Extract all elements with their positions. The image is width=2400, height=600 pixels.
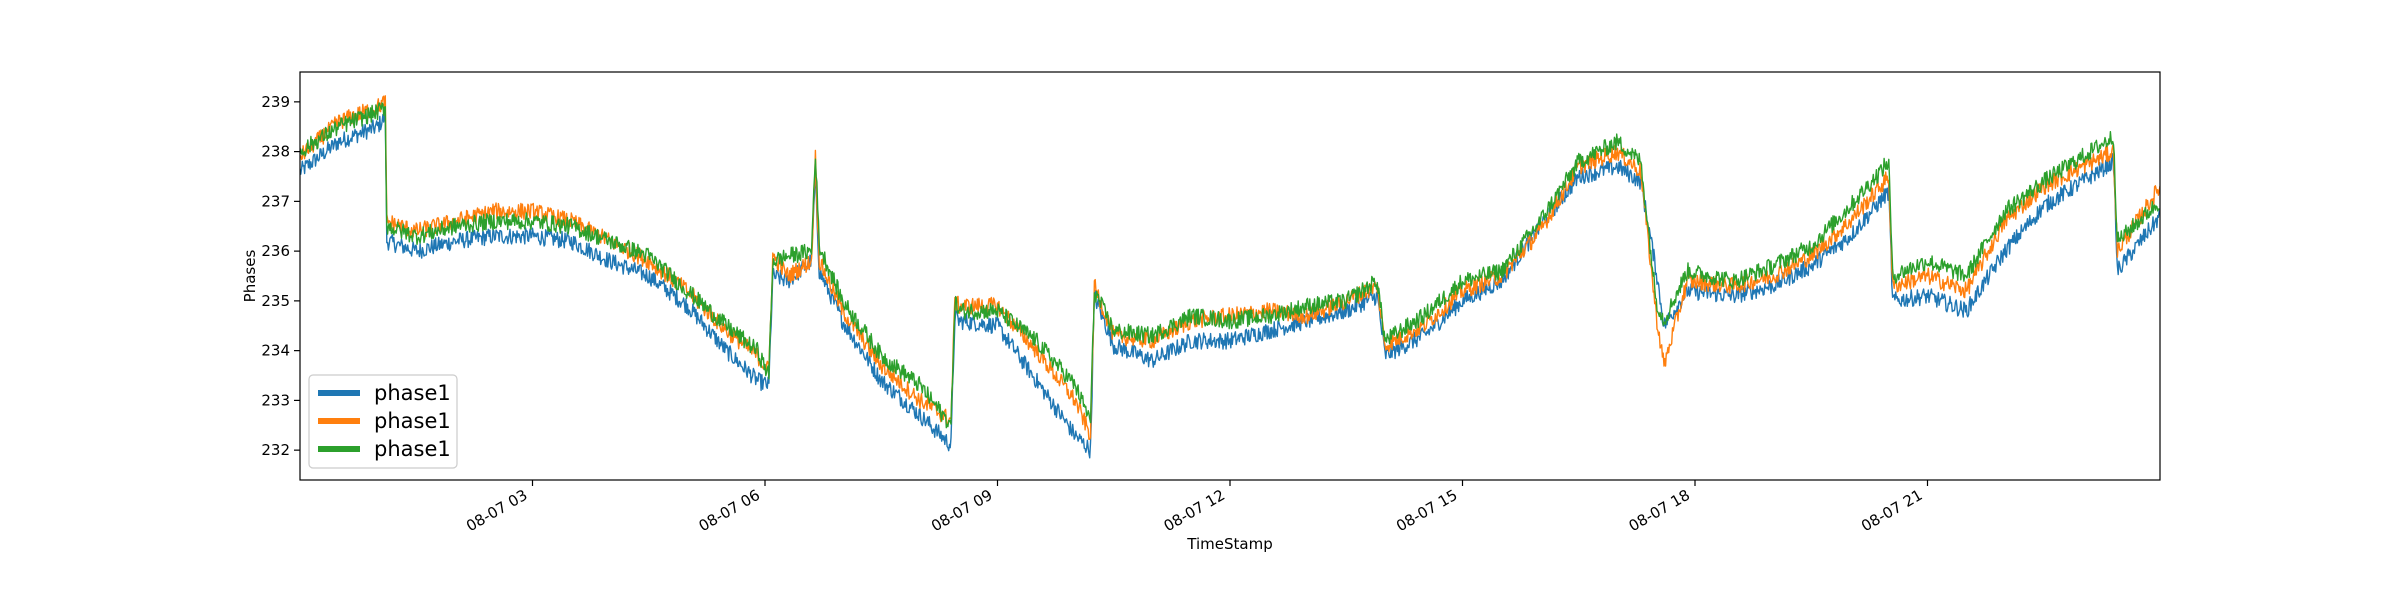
series-line-3 bbox=[300, 102, 2160, 429]
legend-box bbox=[308, 374, 458, 469]
y-tick-label: 233 bbox=[261, 391, 290, 409]
y-tick-label: 232 bbox=[261, 441, 290, 459]
legend: phase1 phase1 phase1 bbox=[308, 374, 458, 469]
x-axis-label: TimeStamp bbox=[1186, 535, 1272, 553]
y-tick-label: 237 bbox=[261, 192, 290, 210]
legend-label-2: phase1 bbox=[374, 409, 451, 433]
y-tick-label: 238 bbox=[261, 143, 290, 161]
legend-label-3: phase1 bbox=[374, 437, 451, 461]
legend-label-1: phase1 bbox=[374, 381, 451, 405]
y-tick-label: 234 bbox=[261, 342, 290, 360]
y-axis: 232 233 234 235 236 237 238 239 bbox=[261, 93, 300, 459]
series-layer bbox=[300, 95, 2160, 459]
y-tick-label: 239 bbox=[261, 93, 290, 111]
y-axis-label: Phases bbox=[241, 250, 259, 303]
y-tick-label: 236 bbox=[261, 242, 290, 260]
y-tick-label: 235 bbox=[261, 292, 290, 310]
series-line-1 bbox=[300, 111, 2160, 459]
